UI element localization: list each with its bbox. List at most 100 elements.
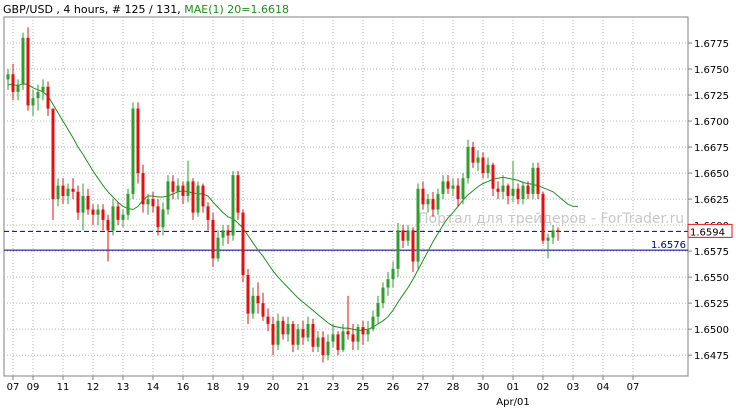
candle-body (291, 323, 295, 345)
candle-body (431, 199, 435, 210)
candles (6, 27, 560, 363)
candle-bear (206, 202, 210, 231)
candle-body (536, 167, 540, 194)
candle-body (246, 275, 250, 314)
price-lines (4, 230, 688, 251)
candle-body (471, 147, 475, 163)
current-price-marker: 1.6594 (687, 223, 733, 238)
plot-area (3, 16, 689, 377)
x-tick-label: 09 (27, 382, 40, 393)
x-tick-label: 07 (627, 382, 640, 393)
candle-bull (121, 209, 125, 228)
candle-body (446, 181, 450, 189)
ma-path (8, 83, 578, 331)
timeframe-label: 4 hours (63, 3, 105, 16)
candle-bear (191, 178, 195, 220)
candle-bear (421, 181, 425, 210)
candle-body (306, 323, 310, 338)
symbol-label: GBP/USD (3, 3, 53, 16)
candle-bear (241, 209, 245, 283)
candle-bull (196, 181, 200, 217)
candle-body (501, 185, 505, 192)
candle-bear (106, 214, 110, 262)
candle-body (116, 206, 120, 220)
y-tick-label: 1.6575 (694, 247, 729, 258)
candle-bear (336, 331, 340, 356)
candle-bull (251, 287, 255, 319)
x-tick-label: 14 (147, 382, 160, 393)
candle-bear (536, 162, 540, 200)
bar-position-label: # 125 / 131 (112, 3, 177, 16)
candle-body (41, 86, 45, 92)
candle-bull (186, 160, 190, 203)
candle-body (31, 98, 35, 106)
candle-body (6, 74, 10, 80)
candle-body (16, 84, 20, 92)
candle-body (381, 287, 385, 304)
candle-body (556, 230, 560, 232)
candle-body (461, 178, 465, 200)
candle-body (26, 37, 30, 106)
candle-bull (96, 204, 100, 226)
candle-bull (21, 32, 25, 90)
candle-bull (81, 183, 85, 231)
candle-body (311, 323, 315, 347)
candle-bull (546, 233, 550, 259)
candle-bull (31, 89, 35, 116)
y-tick-label: 1.6525 (694, 299, 729, 310)
candle-bull (371, 310, 375, 332)
candle-bear (261, 292, 265, 321)
candle-body (491, 164, 495, 189)
x-tick-label: 02 (537, 382, 550, 393)
candle-bull (501, 175, 505, 200)
candle-bear (361, 320, 365, 345)
candle-body (476, 157, 480, 163)
candle-body (286, 323, 290, 335)
candle-body (251, 295, 255, 314)
y-tick-label: 1.6750 (694, 65, 729, 76)
candle-bull (161, 202, 165, 236)
candle-bull (486, 157, 490, 179)
candle-bear (346, 295, 350, 340)
candle-body (81, 195, 85, 213)
candle-body (541, 193, 545, 241)
candle-bear (246, 268, 250, 324)
candle-bear (321, 331, 325, 363)
ma-line (8, 83, 578, 331)
candle-bear (236, 171, 240, 220)
candle-bull (131, 102, 135, 200)
candle-bull (326, 334, 330, 361)
candle-body (46, 86, 50, 109)
candle-bear (506, 183, 510, 205)
x-tick-label: 04 (597, 382, 610, 393)
candle-bear (136, 102, 140, 184)
candle-bull (111, 199, 115, 236)
x-tick-label: 18 (207, 382, 220, 393)
candle-body (456, 185, 460, 200)
candle-body (421, 188, 425, 205)
candle-body (71, 188, 75, 192)
candle-body (436, 193, 440, 210)
y-tick-label: 1.6725 (694, 91, 729, 102)
candle-bear (211, 212, 215, 267)
candle-body (371, 316, 375, 330)
candle-bear (71, 178, 75, 200)
candle-bull (286, 316, 290, 342)
candle-body (241, 212, 245, 276)
candle-body (196, 185, 200, 213)
candle-body (441, 181, 445, 194)
candle-body (121, 214, 125, 220)
x-tick-label: 27 (417, 382, 430, 393)
candle-bull (461, 173, 465, 205)
candle-bear (456, 178, 460, 207)
ma-indicator-label: MAE(1) 20=1.6618 (184, 3, 289, 16)
candle-bull (416, 183, 420, 269)
candle-body (326, 341, 330, 356)
candle-bull (36, 84, 40, 111)
candle-body (101, 209, 105, 220)
candle-bear (141, 164, 145, 213)
candle-body (346, 331, 350, 335)
candle-bear (491, 162, 495, 196)
